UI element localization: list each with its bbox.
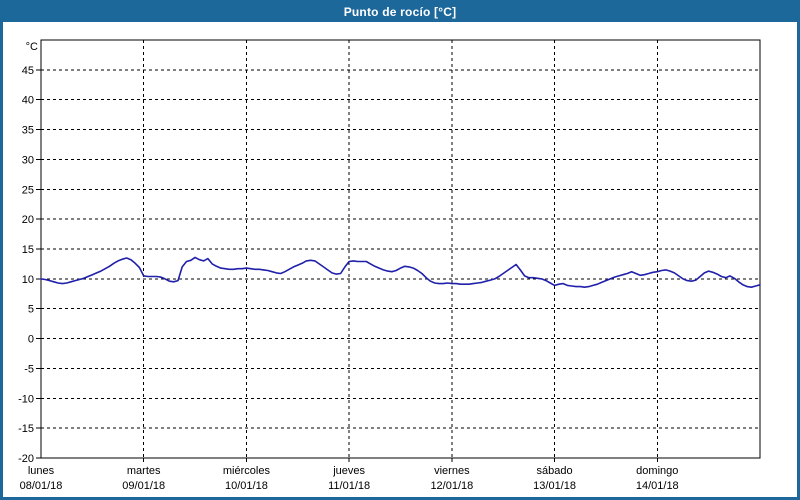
x-date-label: 12/01/18 — [430, 480, 473, 492]
x-day-label: martes — [127, 465, 161, 477]
x-day-label: lunes — [28, 465, 55, 477]
y-tick-label: 15 — [22, 244, 34, 256]
title-bar: Punto de rocío [°C] — [3, 3, 797, 22]
x-date-label: 13/01/18 — [533, 480, 576, 492]
y-tick-label: -15 — [18, 423, 34, 435]
y-tick-label: 45 — [22, 65, 34, 77]
chart-title: Punto de rocío [°C] — [343, 5, 457, 19]
y-tick-label: 5 — [28, 304, 34, 316]
y-tick-label: 25 — [22, 184, 34, 196]
x-date-label: 14/01/18 — [636, 480, 679, 492]
x-day-label: viernes — [434, 465, 470, 477]
x-day-label: sábado — [537, 465, 573, 477]
plot-border — [40, 39, 761, 459]
x-date-label: 09/01/18 — [122, 480, 165, 492]
x-date-label: 08/01/18 — [20, 480, 63, 492]
y-tick-label: 35 — [22, 125, 34, 137]
x-date-label: 11/01/18 — [328, 480, 370, 492]
dew-point-series-line — [40, 256, 761, 289]
y-tick-label: 20 — [22, 214, 34, 226]
y-axis-unit-label: °C — [26, 41, 38, 53]
x-date-label: 10/01/18 — [225, 480, 268, 492]
y-tick-label: 10 — [22, 274, 34, 286]
y-tick-label: 30 — [22, 154, 34, 166]
y-tick-label: 0 — [28, 334, 34, 346]
y-tick-label: -10 — [18, 393, 34, 405]
x-day-label: domingo — [636, 465, 678, 477]
y-tick-label: -20 — [18, 453, 34, 465]
y-tick-label: 40 — [22, 95, 34, 107]
y-tick-label: -5 — [24, 363, 34, 375]
x-day-label: miércoles — [223, 465, 271, 477]
x-day-label: jueves — [332, 465, 365, 477]
